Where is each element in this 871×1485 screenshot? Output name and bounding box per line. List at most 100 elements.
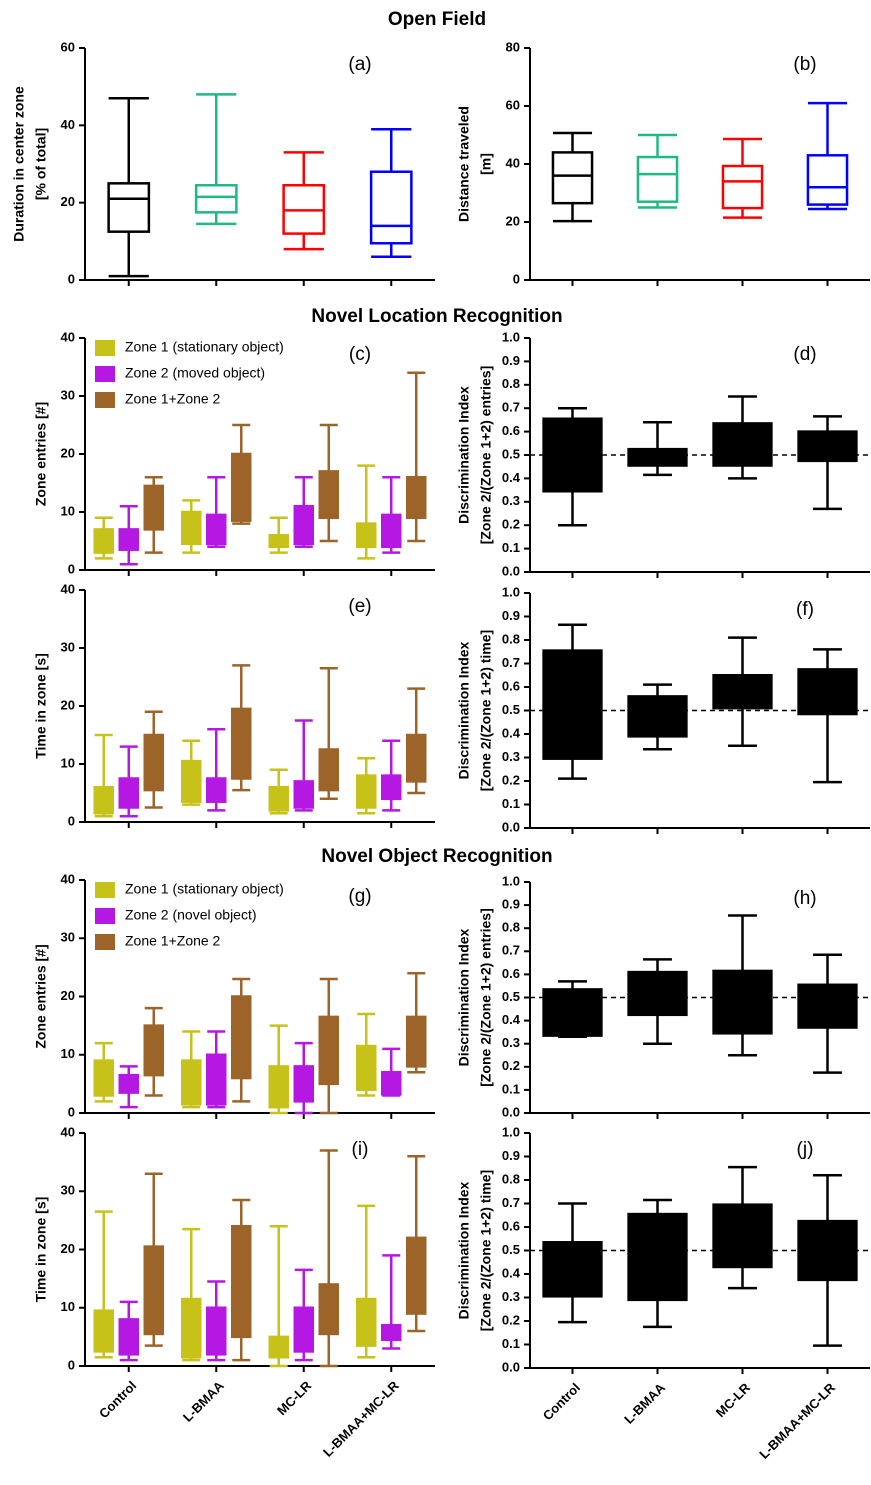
box [206, 777, 227, 803]
y-tick-label: 20 [61, 445, 75, 460]
box [143, 1024, 164, 1077]
y-tick-label: 0.3 [502, 493, 520, 508]
box [93, 785, 114, 815]
y-tick-label: 30 [61, 387, 75, 402]
panel: 0 10 20 30 40 Zone entries [#] (c) Zone 1 (stat… [33, 329, 435, 576]
y-axis-label: Time in zone [s] [33, 1197, 49, 1303]
y-tick-label: 0 [68, 561, 75, 576]
y-tick-label: 0.9 [502, 608, 520, 623]
category-label: L-BMAA [180, 1378, 227, 1425]
y-tick-label: 0.6 [502, 966, 520, 981]
box [542, 988, 603, 1037]
legend-swatch [95, 934, 115, 950]
box [636, 155, 679, 203]
category-label: MC-LR [713, 1380, 754, 1421]
box [406, 1236, 427, 1315]
y-tick-label: 0.0 [502, 1359, 520, 1374]
y-tick-label: 20 [61, 1241, 75, 1256]
box [381, 1323, 402, 1342]
y-tick-label: 1.0 [502, 1124, 520, 1139]
box [369, 170, 413, 245]
box [231, 1224, 252, 1339]
box [268, 1335, 289, 1359]
box [231, 995, 252, 1080]
y-tick-label: 0 [68, 1357, 75, 1372]
panel-label: (d) [793, 344, 816, 365]
y-axis-label: [Zone 2/(Zone 1+2) entries] [478, 908, 494, 1087]
box [143, 484, 164, 531]
y-tick-label: 1.0 [502, 584, 520, 599]
panel: 0 10 20 30 40 Time in zone [s] (e) [33, 581, 435, 828]
panel-label: (g) [348, 886, 371, 907]
legend-swatch [95, 366, 115, 382]
y-tick-label: 80 [506, 39, 520, 54]
category-label: L-BMAA+MC-LR [320, 1378, 402, 1460]
y-tick-label: 0.8 [502, 376, 520, 391]
box [797, 983, 858, 1029]
box [356, 1297, 377, 1347]
panel: 0.0 0.1 0.2 0.3 0.4 0.5 0.6 0.7 0.8 0.9 1.0 Discrim… [456, 329, 870, 578]
panel: 0 10 20 30 40 Zone entries [#] (g) Zone 1 (stat… [33, 871, 435, 1119]
box [318, 1283, 339, 1336]
box [318, 748, 339, 792]
y-tick-label: 20 [506, 213, 520, 228]
legend-swatch [95, 392, 115, 408]
box [181, 1297, 202, 1359]
box [107, 182, 151, 233]
panel-label: (c) [349, 344, 371, 365]
box [143, 733, 164, 792]
panel: 0 10 20 30 40 Control L-BMAA MC-LR L-BMAA+MC-LR T… [33, 1124, 435, 1460]
y-axis-label: Discrimination Index [456, 641, 472, 779]
y-tick-label: 40 [61, 117, 75, 132]
box [268, 1065, 289, 1109]
legend-label: Zone 1+Zone 2 [125, 933, 221, 949]
y-tick-label: 0.4 [502, 470, 521, 485]
legend-label: Zone 1 (stationary object) [125, 881, 284, 897]
legend-label: Zone 1+Zone 2 [125, 391, 221, 407]
box [318, 470, 339, 520]
panel-label: (h) [793, 888, 816, 909]
box [231, 452, 252, 522]
y-tick-label: 0.9 [502, 1148, 520, 1163]
box [206, 1306, 227, 1356]
category-label: Control [540, 1380, 583, 1423]
box [542, 1241, 603, 1298]
category-label: Control [96, 1378, 139, 1421]
y-tick-label: 30 [61, 930, 75, 945]
y-tick-label: 40 [61, 1124, 75, 1139]
y-axis-label: Distance traveled [456, 106, 472, 222]
y-tick-label: 10 [61, 503, 75, 518]
y-tick-label: 0.7 [502, 943, 520, 958]
box [712, 422, 773, 467]
y-tick-label: 30 [61, 639, 75, 654]
y-axis-label: Zone entries [#] [33, 944, 49, 1048]
box [542, 649, 603, 760]
y-tick-label: 20 [61, 988, 75, 1003]
y-tick-label: 60 [61, 39, 75, 54]
y-tick-label: 0.4 [502, 1265, 521, 1280]
panel: 0 20 40 60 Duration in center zone [% of tota… [11, 39, 435, 286]
y-tick-label: 0.7 [502, 400, 520, 415]
y-tick-label: 0.8 [502, 1171, 520, 1186]
y-tick-label: 40 [61, 329, 75, 344]
y-axis-label: [Zone 2/(Zone 1+2) entries] [478, 366, 494, 545]
panel: 0.0 0.1 0.2 0.3 0.4 0.5 0.6 0.7 0.8 0.9 1.0 Control… [456, 1124, 870, 1462]
box [406, 1015, 427, 1068]
y-tick-label: 10 [61, 1299, 75, 1314]
y-tick-label: 0.2 [502, 1312, 520, 1327]
box [712, 1203, 773, 1269]
box [712, 674, 773, 710]
panel: 0.0 0.1 0.2 0.3 0.4 0.5 0.6 0.7 0.8 0.9 1.0 Discrim… [456, 584, 870, 834]
y-tick-label: 0.1 [502, 1336, 520, 1351]
panel-label: (f) [796, 599, 814, 620]
y-tick-label: 0.0 [502, 1104, 520, 1119]
legend-label: Zone 2 (moved object) [125, 365, 265, 381]
panel: 0 20 40 60 80 Distance traveled [m] (b) [456, 39, 870, 286]
y-tick-label: 0.7 [502, 655, 520, 670]
y-tick-label: 0.6 [502, 678, 520, 693]
box [118, 528, 139, 551]
panel-label: (j) [797, 1139, 814, 1160]
y-tick-label: 0.8 [502, 920, 520, 935]
box [181, 510, 202, 546]
